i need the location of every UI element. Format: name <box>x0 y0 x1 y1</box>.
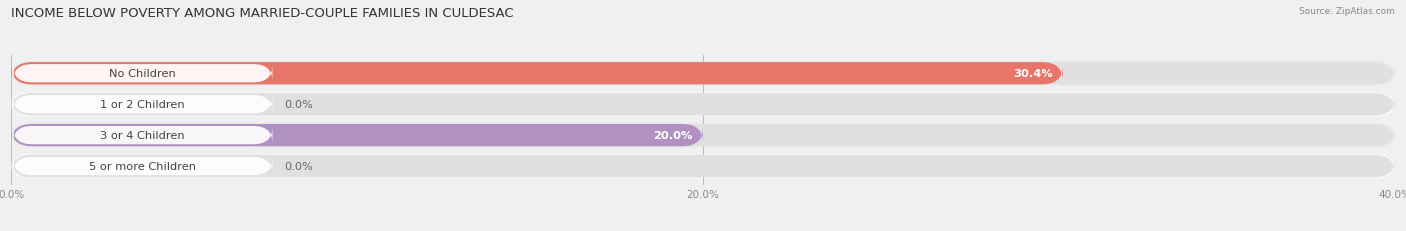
Text: INCOME BELOW POVERTY AMONG MARRIED-COUPLE FAMILIES IN CULDESAC: INCOME BELOW POVERTY AMONG MARRIED-COUPL… <box>11 7 513 20</box>
Text: 3 or 4 Children: 3 or 4 Children <box>100 131 186 140</box>
Text: Source: ZipAtlas.com: Source: ZipAtlas.com <box>1299 7 1395 16</box>
FancyBboxPatch shape <box>11 63 1395 85</box>
FancyBboxPatch shape <box>11 155 1395 177</box>
FancyBboxPatch shape <box>11 123 1395 148</box>
FancyBboxPatch shape <box>13 157 273 175</box>
Text: 5 or more Children: 5 or more Children <box>89 161 197 171</box>
Text: 1 or 2 Children: 1 or 2 Children <box>100 100 186 110</box>
Text: 0.0%: 0.0% <box>284 161 314 171</box>
Text: 30.4%: 30.4% <box>1012 69 1052 79</box>
FancyBboxPatch shape <box>11 62 1395 86</box>
FancyBboxPatch shape <box>13 96 273 114</box>
FancyBboxPatch shape <box>11 125 1395 147</box>
FancyBboxPatch shape <box>13 126 273 145</box>
FancyBboxPatch shape <box>11 125 703 147</box>
FancyBboxPatch shape <box>11 154 1395 179</box>
FancyBboxPatch shape <box>11 94 1395 116</box>
FancyBboxPatch shape <box>13 65 273 83</box>
FancyBboxPatch shape <box>11 63 1063 85</box>
Text: No Children: No Children <box>110 69 176 79</box>
FancyBboxPatch shape <box>11 92 1395 117</box>
Text: 0.0%: 0.0% <box>284 100 314 110</box>
Text: 20.0%: 20.0% <box>654 131 693 140</box>
